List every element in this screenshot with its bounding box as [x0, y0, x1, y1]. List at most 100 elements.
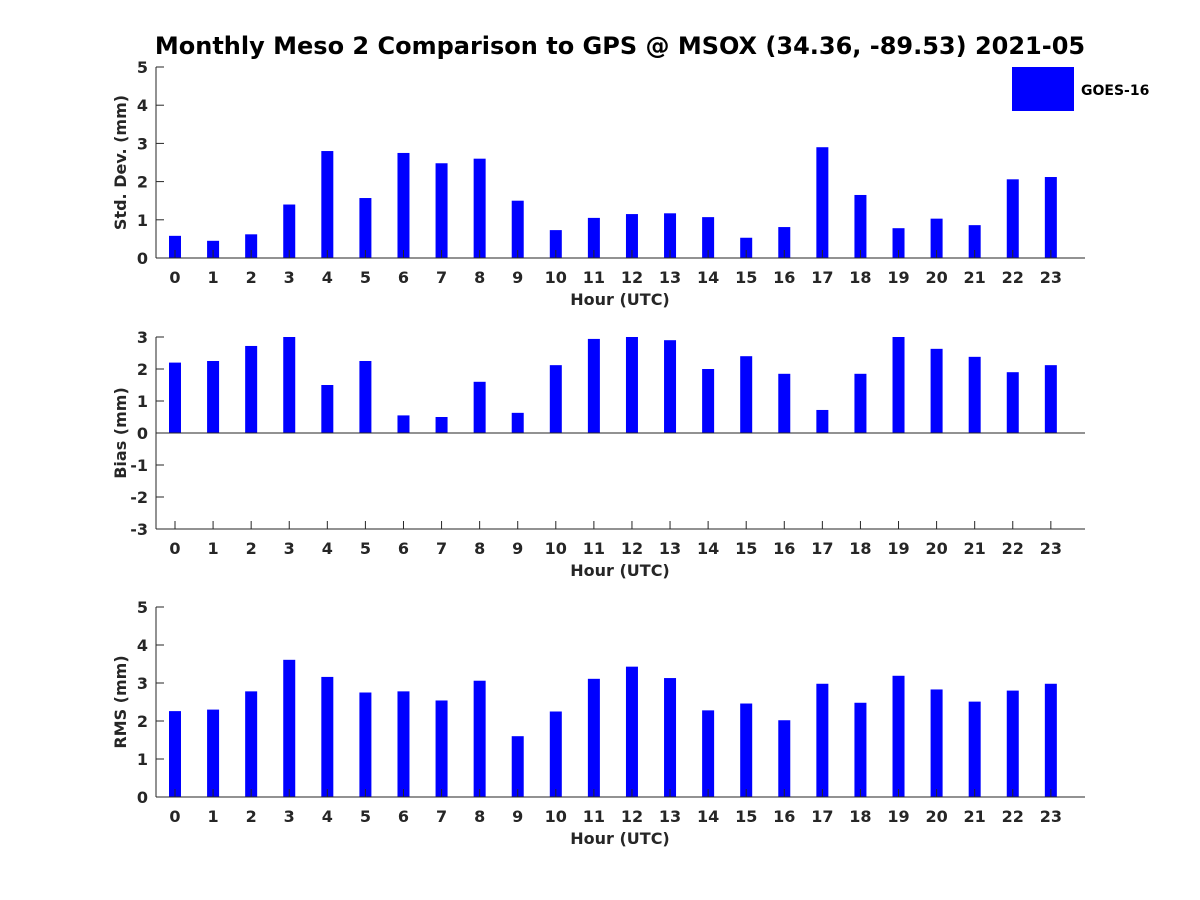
- rms-xtick-label: 10: [545, 807, 567, 826]
- bias-bar-hour-6: [397, 415, 410, 433]
- rms-xtick-label: 20: [925, 807, 947, 826]
- rms-bar-hour-4: [321, 676, 334, 797]
- rms-xtick-label: 5: [360, 807, 371, 826]
- stddev-xtick-label: 4: [322, 268, 333, 287]
- rms-bar-hour-22: [1006, 690, 1019, 797]
- rms-bar-hour-17: [816, 683, 829, 797]
- rms-bar-hour-0: [169, 711, 181, 797]
- rms-xtick-label: 12: [621, 807, 643, 826]
- bias-bar-hour-9: [511, 412, 524, 433]
- bias-xtick-label: 16: [773, 539, 795, 558]
- bias-xtick-label: 18: [849, 539, 871, 558]
- stddev-bar-hour-18: [854, 194, 867, 258]
- stddev-bar-hour-6: [397, 152, 410, 258]
- bias-xtick-label: 0: [169, 539, 180, 558]
- rms-bar-hour-23: [1044, 683, 1057, 797]
- stddev-xtick-label: 18: [849, 268, 871, 287]
- rms-bar-hour-5: [359, 692, 372, 797]
- rms-xtick-label: 8: [474, 807, 485, 826]
- stddev-xtick-label: 15: [735, 268, 757, 287]
- stddev-xtick-label: 5: [360, 268, 371, 287]
- rms-bar-hour-7: [435, 700, 448, 797]
- stddev-bar-hour-21: [968, 225, 981, 258]
- bias-xtick-label: 20: [925, 539, 947, 558]
- stddev-bar-hour-10: [549, 230, 562, 258]
- rms-xtick-label: 1: [208, 807, 219, 826]
- bias-ytick-label: -2: [130, 488, 148, 507]
- rms-xtick-label: 21: [964, 807, 986, 826]
- rms-bar-hour-16: [778, 720, 791, 797]
- chart-title: Monthly Meso 2 Comparison to GPS @ MSOX …: [155, 32, 1085, 60]
- bias-ytick-label: 0: [137, 424, 148, 443]
- rms-xtick-label: 16: [773, 807, 795, 826]
- stddev-ytick-label: 4: [137, 96, 148, 115]
- bias-bar-hour-22: [1006, 372, 1019, 433]
- rms-ytick-label: 3: [137, 674, 148, 693]
- rms-ylabel: RMS (mm): [111, 655, 130, 748]
- rms-xtick-label: 22: [1002, 807, 1024, 826]
- stddev-bar-hour-17: [816, 147, 829, 258]
- stddev-xtick-label: 20: [925, 268, 947, 287]
- stddev-xtick-label: 21: [964, 268, 986, 287]
- bias-bar-hour-18: [854, 373, 867, 433]
- bias-xlabel: Hour (UTC): [570, 561, 670, 580]
- stddev-xtick-label: 2: [246, 268, 257, 287]
- bias-xtick-label: 17: [811, 539, 833, 558]
- rms-bar-hour-12: [625, 666, 638, 797]
- rms-bar-hour-8: [473, 680, 486, 797]
- rms-bar-hour-9: [511, 736, 524, 797]
- bias-bar-hour-20: [930, 348, 943, 433]
- stddev-bar-hour-4: [321, 151, 334, 258]
- bias-bar-hour-21: [968, 356, 981, 433]
- rms-bar-hour-11: [587, 678, 600, 797]
- stddev-xtick-label: 8: [474, 268, 485, 287]
- stddev-bar-hour-15: [740, 237, 753, 258]
- stddev-xtick-label: 12: [621, 268, 643, 287]
- rms-xtick-label: 4: [322, 807, 333, 826]
- rms-xtick-label: 13: [659, 807, 681, 826]
- bias-ytick-label: -3: [130, 520, 148, 539]
- bias-bar-hour-14: [702, 369, 715, 433]
- bias-xtick-label: 11: [583, 539, 605, 558]
- legend: GOES-16: [1012, 67, 1149, 111]
- stddev-xtick-label: 14: [697, 268, 719, 287]
- rms-ytick-label: 0: [137, 788, 148, 807]
- stddev-bar-hour-5: [359, 198, 372, 258]
- rms-bar-hour-15: [740, 703, 753, 797]
- stddev-xtick-label: 9: [512, 268, 523, 287]
- stddev-xtick-label: 10: [545, 268, 567, 287]
- bias-bar-hour-3: [283, 337, 296, 433]
- bias-bar-hour-10: [549, 365, 562, 433]
- stddev-bar-hour-13: [664, 213, 677, 258]
- stddev-bar-hour-20: [930, 218, 943, 258]
- bias-xtick-label: 15: [735, 539, 757, 558]
- bias-ytick-label: 3: [137, 328, 148, 347]
- bias-bar-hour-0: [169, 362, 181, 433]
- stddev-xtick-label: 16: [773, 268, 795, 287]
- bias-ytick-label: 1: [137, 392, 148, 411]
- stddev-xtick-label: 6: [398, 268, 409, 287]
- rms-bar-hour-14: [702, 710, 715, 797]
- bias-bar-hour-16: [778, 373, 791, 433]
- bias-bar-hour-1: [207, 361, 220, 433]
- stddev-bar-hour-19: [892, 228, 905, 258]
- bias-xtick-label: 12: [621, 539, 643, 558]
- stddev-ytick-label: 1: [137, 211, 148, 230]
- rms-bar-hour-19: [892, 675, 905, 797]
- bias-bar-hour-7: [435, 417, 448, 433]
- rms-bar-hour-13: [664, 678, 677, 797]
- bias-bar-hour-15: [740, 356, 753, 433]
- stddev-bar-hour-23: [1044, 177, 1057, 258]
- bias-xtick-label: 13: [659, 539, 681, 558]
- bias-xtick-label: 9: [512, 539, 523, 558]
- rms-ytick-label: 1: [137, 750, 148, 769]
- stddev-bar-hour-0: [169, 235, 181, 258]
- stddev-ytick-label: 0: [137, 249, 148, 268]
- rms-xtick-label: 2: [246, 807, 257, 826]
- legend-label: GOES-16: [1081, 83, 1149, 99]
- stddev-bar-hour-22: [1006, 179, 1019, 258]
- bias-xtick-label: 19: [887, 539, 909, 558]
